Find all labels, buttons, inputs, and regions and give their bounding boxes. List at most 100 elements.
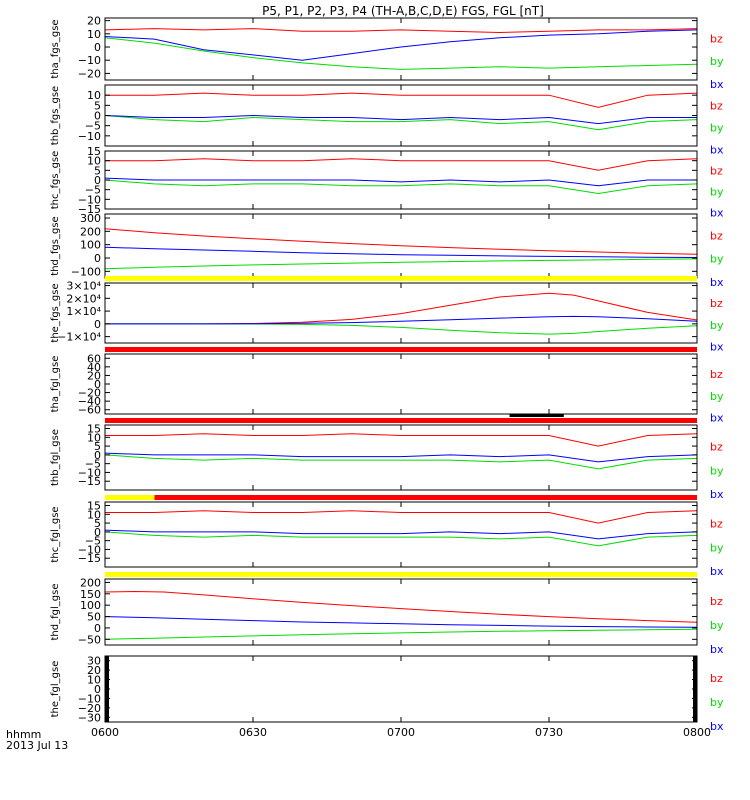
series-bx-line [104, 616, 698, 628]
y-axis-label: the_fgs_gse [50, 283, 61, 342]
y-tick-label: −20 [78, 387, 101, 400]
legend-bz: bz [710, 595, 723, 608]
y-tick-label: 0 [94, 683, 101, 696]
y-tick-label: 2×10⁴ [66, 292, 101, 305]
y-tick-label: −15 [78, 203, 101, 216]
legend-bz: bz [710, 441, 723, 454]
status-bar [105, 276, 697, 281]
y-tick-label: −10 [78, 54, 101, 67]
y-tick-label: 5 [94, 164, 101, 177]
legend-bx: bx [710, 643, 724, 656]
y-tick-label: −60 [78, 404, 101, 417]
legend-bz: bz [710, 229, 723, 242]
y-axis-label: thb_fgl_gse [50, 429, 61, 486]
y-tick-label: −20 [78, 702, 101, 715]
chart-title: P5, P1, P2, P3, P4 (TH-A,B,C,D,E) FGS, F… [262, 4, 544, 18]
y-tick-label: 300 [80, 212, 101, 225]
y-tick-label: 30 [87, 655, 101, 668]
series-bx-line [104, 114, 697, 125]
y-tick-label: −1×10⁴ [57, 331, 101, 344]
panel-frame [104, 84, 698, 147]
y-axis-label: tha_fgs_gse [50, 19, 61, 78]
series-bz-line [104, 28, 698, 34]
panel-frame [104, 501, 698, 568]
series-bx-line [104, 246, 698, 258]
panel-frame [104, 578, 698, 646]
x-tick-label: 0600 [91, 726, 119, 739]
time-axis: 0600 0630 0700 0730 0800 [91, 726, 711, 739]
y-tick-label: 0 [94, 252, 101, 265]
legend-by: by [710, 541, 724, 554]
status-bar [105, 347, 697, 352]
panel-frame [104, 282, 698, 344]
panel-frame [104, 424, 698, 491]
series-bz-line [105, 92, 698, 108]
series-bx-line [104, 29, 698, 61]
y-tick-label: 200 [80, 225, 101, 238]
series-bx-line [104, 529, 698, 540]
y-tick-label: 20 [87, 15, 101, 28]
series-by-line [104, 531, 698, 547]
y-tick-label: 15 [87, 423, 101, 436]
y-tick-label: 10 [87, 89, 101, 102]
y-tick-label: 0 [94, 41, 101, 54]
y-tick-label: 100 [80, 239, 101, 252]
x-axis-label-date: 2013 Jul 13 [6, 739, 68, 752]
x-axis-label-hhmm: hhmm [6, 728, 41, 741]
series-bz-line [104, 590, 698, 623]
legend-by: by [710, 319, 724, 332]
legend-by: by [710, 55, 724, 68]
legend-bx: bx [710, 720, 724, 733]
y-tick-label: −100 [71, 265, 101, 278]
y-tick-label: 10 [87, 431, 101, 444]
y-tick-label: −40 [78, 395, 101, 408]
series-bx-line [105, 315, 698, 325]
y-tick-label: −5 [85, 120, 101, 133]
legend-bz: bz [710, 164, 723, 177]
legend-bx: bx [710, 412, 724, 425]
x-tick-label: 0800 [683, 726, 711, 739]
status-bar [154, 495, 698, 500]
status-bar [105, 418, 697, 423]
y-tick-label: 1×10⁴ [66, 305, 101, 318]
y-tick-label: 40 [87, 361, 101, 374]
y-tick-label: 0 [94, 318, 101, 331]
x-tick-label: 0730 [535, 726, 563, 739]
y-tick-label: 5 [94, 99, 101, 112]
y-axis-label: the_fgl_gse [50, 661, 61, 718]
y-tick-label: 15 [87, 500, 101, 513]
legend-bx: bx [710, 207, 724, 220]
y-tick-label: 0 [94, 174, 101, 187]
y-tick-label: 10 [87, 155, 101, 168]
legend-bz: bz [710, 518, 723, 531]
y-tick-label: −10 [78, 466, 101, 479]
status-bar-black [509, 414, 564, 417]
series-by-line [104, 628, 698, 640]
y-axis-label: thd_fgs_gse [50, 216, 61, 275]
y-tick-label: 5 [94, 440, 101, 453]
y-tick-label: −5 [85, 458, 101, 471]
series-bz-line [105, 292, 698, 325]
y-tick-label: 15 [87, 145, 101, 158]
y-tick-label: −10 [78, 692, 101, 705]
series-bz-line [105, 158, 698, 171]
y-tick-label: 200 [80, 576, 101, 589]
legend-bz: bz [710, 297, 723, 310]
legend-by: by [710, 619, 724, 632]
y-tick-label: 0 [94, 622, 101, 635]
y-axis-label: thb_fgs_gse [50, 86, 61, 145]
series-bx-line [104, 177, 697, 187]
y-tick-label: 100 [80, 599, 101, 612]
y-axis-label: thd_fgl_gse [50, 584, 61, 641]
y-tick-label: 20 [87, 369, 101, 382]
series-by-line [104, 115, 698, 131]
series-bz-line [105, 433, 698, 447]
